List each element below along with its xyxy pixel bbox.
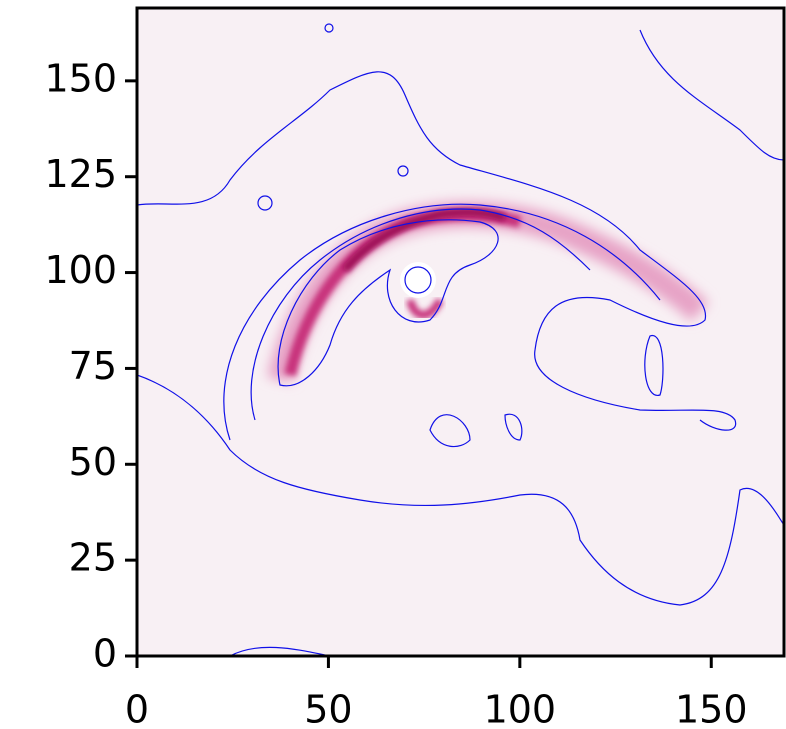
x-tick-label: 150: [675, 688, 748, 729]
y-tick-label: 150: [44, 56, 117, 100]
y-tick-label: 75: [69, 344, 117, 388]
y-tick-label: 0: [93, 632, 117, 676]
y-tick-label: 125: [44, 152, 117, 196]
plot-frame: [135, 6, 786, 658]
x-tick-label: 100: [484, 688, 557, 729]
y-tick-label: 50: [69, 440, 117, 484]
y-tick-label: 100: [44, 248, 117, 292]
x-tick-label: 50: [304, 688, 352, 729]
x-tick-label: 0: [125, 688, 149, 729]
y-tick-label: 25: [69, 536, 117, 580]
image: [137, 8, 784, 656]
